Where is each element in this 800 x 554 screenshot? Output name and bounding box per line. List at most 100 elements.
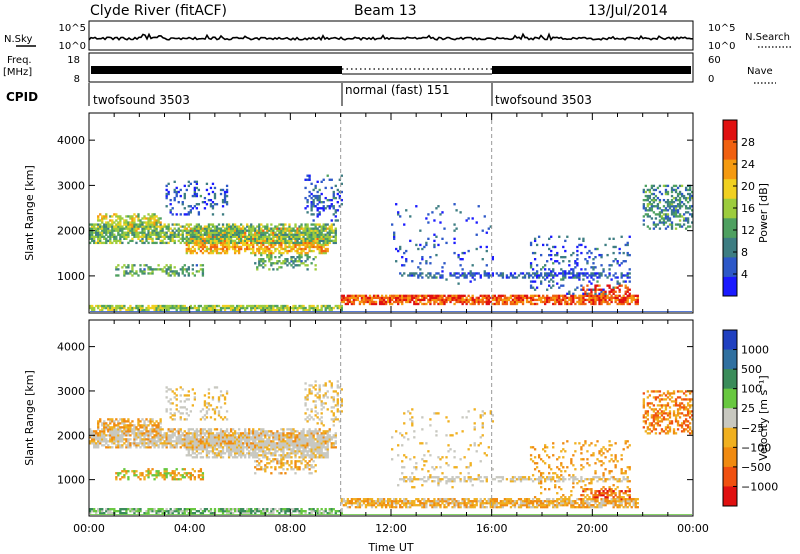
heatmap-cell-2313: [439, 300, 442, 304]
heatmap-cell-2957: [596, 280, 599, 283]
heatmap-cell-774: [191, 452, 194, 455]
heatmap-cell-607: [171, 414, 174, 417]
heatmap-cell-1229: [246, 440, 249, 443]
heatmap-cell-348: [141, 308, 144, 312]
heatmap-cell-2958: [596, 276, 599, 279]
heatmap-cell-1673: [300, 231, 303, 234]
heatmap-cell-2544: [505, 300, 509, 304]
heatmap-cell-2838: [576, 272, 579, 275]
heatmap-cell-842: [199, 456, 203, 459]
date-title: 13/Jul/2014: [588, 3, 668, 19]
heatmap-cell-3177: [648, 190, 652, 194]
heatmap-cell-161: [115, 478, 118, 481]
heatmap-cell-117: [109, 510, 112, 513]
heatmap-cell-166: [115, 237, 118, 240]
heatmap-cell-1643: [298, 260, 301, 263]
heatmap-cell-2197: [409, 294, 412, 298]
heatmap-cell-1971: [330, 231, 333, 234]
heatmap-cell-690: [181, 406, 184, 409]
heatmap-cell-190: [117, 422, 120, 425]
heatmap-cell-932: [207, 388, 211, 391]
heatmap-cell-1478: [278, 245, 281, 249]
heatmap-cell-1047: [221, 440, 225, 443]
heatmap-cell-3132: [632, 296, 635, 300]
heatmap-cell-521: [161, 442, 164, 445]
heatmap-cell-2051: [348, 296, 352, 300]
heatmap-cell-137: [111, 436, 114, 439]
heatmap-cell-779: [191, 442, 194, 445]
heatmap-cell-2900: [588, 300, 591, 304]
heatmap-cell-894: [205, 508, 209, 511]
heatmap-cell-2303: [435, 235, 438, 238]
heatmap-cell-1186: [240, 446, 243, 449]
heatmap-cell-1928: [324, 229, 327, 232]
heatmap-cell-999: [217, 237, 221, 240]
heatmap-cell-1881: [320, 249, 323, 253]
heatmap-cell-389: [145, 223, 148, 226]
heatmap-cell-471: [155, 440, 158, 443]
heatmap-cell-826: [199, 268, 203, 271]
heatmap-cell-2145: [395, 296, 398, 300]
heatmap-cell-3259: [666, 203, 670, 206]
heatmap-cell-1052: [221, 430, 225, 433]
heatmap-cell-3347: [682, 194, 686, 198]
heatmap-cell-2250: [423, 296, 426, 300]
heatmap-cell-3321: [678, 223, 682, 226]
heatmap-cell-1174: [237, 436, 241, 439]
heatmap-cell-3370: [688, 213, 692, 216]
heatmap-cell-372: [143, 444, 146, 447]
heatmap-cell-2074: [360, 294, 364, 298]
heatmap-cell-335: [139, 308, 142, 312]
heatmap-cell-168: [115, 229, 118, 232]
heatmap-cell-1154: [235, 231, 239, 234]
heatmap-cell-1797: [312, 229, 315, 232]
heatmap-cell-1963: [328, 207, 331, 210]
heatmap-cell-2882: [584, 294, 587, 298]
heatmap-cell-2708: [550, 274, 553, 277]
heatmap-cell-862: [203, 304, 207, 308]
heatmap-cell-1177: [237, 428, 241, 431]
heatmap-cell-2109: [378, 296, 382, 300]
heatmap-cell-1026: [221, 243, 225, 247]
heatmap-cell-935: [209, 508, 213, 511]
heatmap-cell-3004: [606, 300, 609, 304]
heatmap-cell-1428: [272, 304, 275, 308]
heatmap-cell-1138: [233, 233, 237, 236]
heatmap-cell-319: [135, 438, 138, 441]
heatmap-cell-808: [197, 247, 201, 251]
heatmap-cell-2055: [350, 296, 354, 300]
heatmap-cell-965: [213, 235, 217, 238]
heatmap-cell-2996: [604, 298, 607, 302]
heatmap-cell-1466: [276, 510, 279, 513]
heatmap-cell-566: [167, 436, 170, 439]
heatmap-cell-1062: [225, 306, 229, 310]
heatmap-cell-3268: [668, 207, 672, 210]
heatmap-cell-2227: [417, 274, 420, 277]
heatmap-cell-2167: [401, 300, 404, 304]
heatmap-cell-1181: [240, 456, 243, 459]
heatmap-cell-551: [167, 266, 170, 269]
heatmap-cell-1416: [268, 436, 271, 439]
heatmap-cell-68: [101, 510, 104, 513]
heatmap-cell-483: [157, 474, 160, 477]
heatmap-cell-820: [195, 432, 199, 435]
heatmap-cell-2802: [568, 264, 571, 267]
heatmap-cell-2614: [529, 284, 533, 287]
heatmap-cell-3013: [608, 292, 611, 295]
heatmap-cell-2234: [419, 272, 422, 275]
heatmap-cell-2897: [586, 262, 589, 265]
heatmap-cell-301: [133, 225, 136, 228]
heatmap-cell-2700: [548, 268, 551, 271]
heatmap-cell-916: [209, 249, 213, 253]
heatmap-cell-3174: [648, 201, 652, 204]
heatmap-cell-1085: [227, 306, 231, 310]
heatmap-cell-191: [117, 420, 120, 423]
heatmap-cell-1760: [310, 306, 313, 310]
heatmap-cell-2580: [517, 294, 521, 298]
heatmap-cell-1071: [225, 510, 229, 513]
heatmap-cell-700: [183, 442, 186, 445]
heatmap-cell-2986: [602, 300, 605, 304]
heatmap-cell-280: [131, 264, 134, 267]
heatmap-cell-64: [99, 430, 102, 433]
heatmap-cell-2983: [600, 264, 603, 267]
